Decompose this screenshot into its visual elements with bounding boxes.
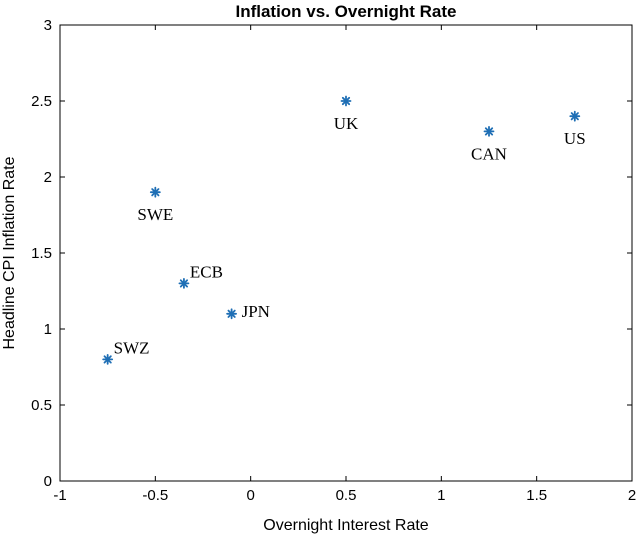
- x-axis-label: Overnight Interest Rate: [263, 517, 429, 534]
- data-point-can: [483, 126, 495, 137]
- y-tick-label: 1: [44, 321, 52, 338]
- plot-area: [59, 24, 633, 482]
- point-label: SWZ: [114, 338, 150, 357]
- x-tick-label: -1: [53, 487, 66, 504]
- data-point-swe: [149, 186, 161, 198]
- data-point-uk: [340, 95, 352, 107]
- point-label: CAN: [471, 144, 507, 163]
- x-tick-label: -0.5: [142, 487, 168, 504]
- point-label: ECB: [190, 262, 223, 281]
- data-point-swz: [102, 353, 114, 365]
- data-point-us: [569, 110, 581, 122]
- y-axis-label: Headline CPI Inflation Rate: [1, 156, 18, 349]
- chart-title: Inflation vs. Overnight Rate: [235, 2, 456, 21]
- data-point-ecb: [178, 277, 190, 289]
- point-label: SWE: [137, 205, 173, 224]
- data-points: SWZ SWE ECB JPN UK CAN US: [102, 95, 586, 365]
- point-label: JPN: [242, 302, 270, 321]
- y-tick-label: 2.5: [31, 93, 52, 110]
- x-tick-label: 0: [246, 487, 254, 504]
- data-point-jpn: [226, 308, 238, 320]
- y-tick-label: 2: [44, 169, 52, 186]
- x-tick-label: 0.5: [336, 487, 357, 504]
- axis-ticks: -1 -0.5 0 0.5 1 1.5 2 0 0.5 1 1.5 2 2.5 3: [31, 17, 636, 504]
- x-tick-label: 1: [437, 487, 445, 504]
- point-label: US: [564, 129, 586, 148]
- y-tick-label: 0: [44, 473, 52, 490]
- y-tick-label: 0.5: [31, 397, 52, 414]
- y-tick-label: 3: [44, 17, 52, 34]
- y-tick-label: 1.5: [31, 245, 52, 262]
- point-label: UK: [334, 114, 359, 133]
- x-tick-label: 2: [628, 487, 636, 504]
- x-tick-label: 1.5: [526, 487, 547, 504]
